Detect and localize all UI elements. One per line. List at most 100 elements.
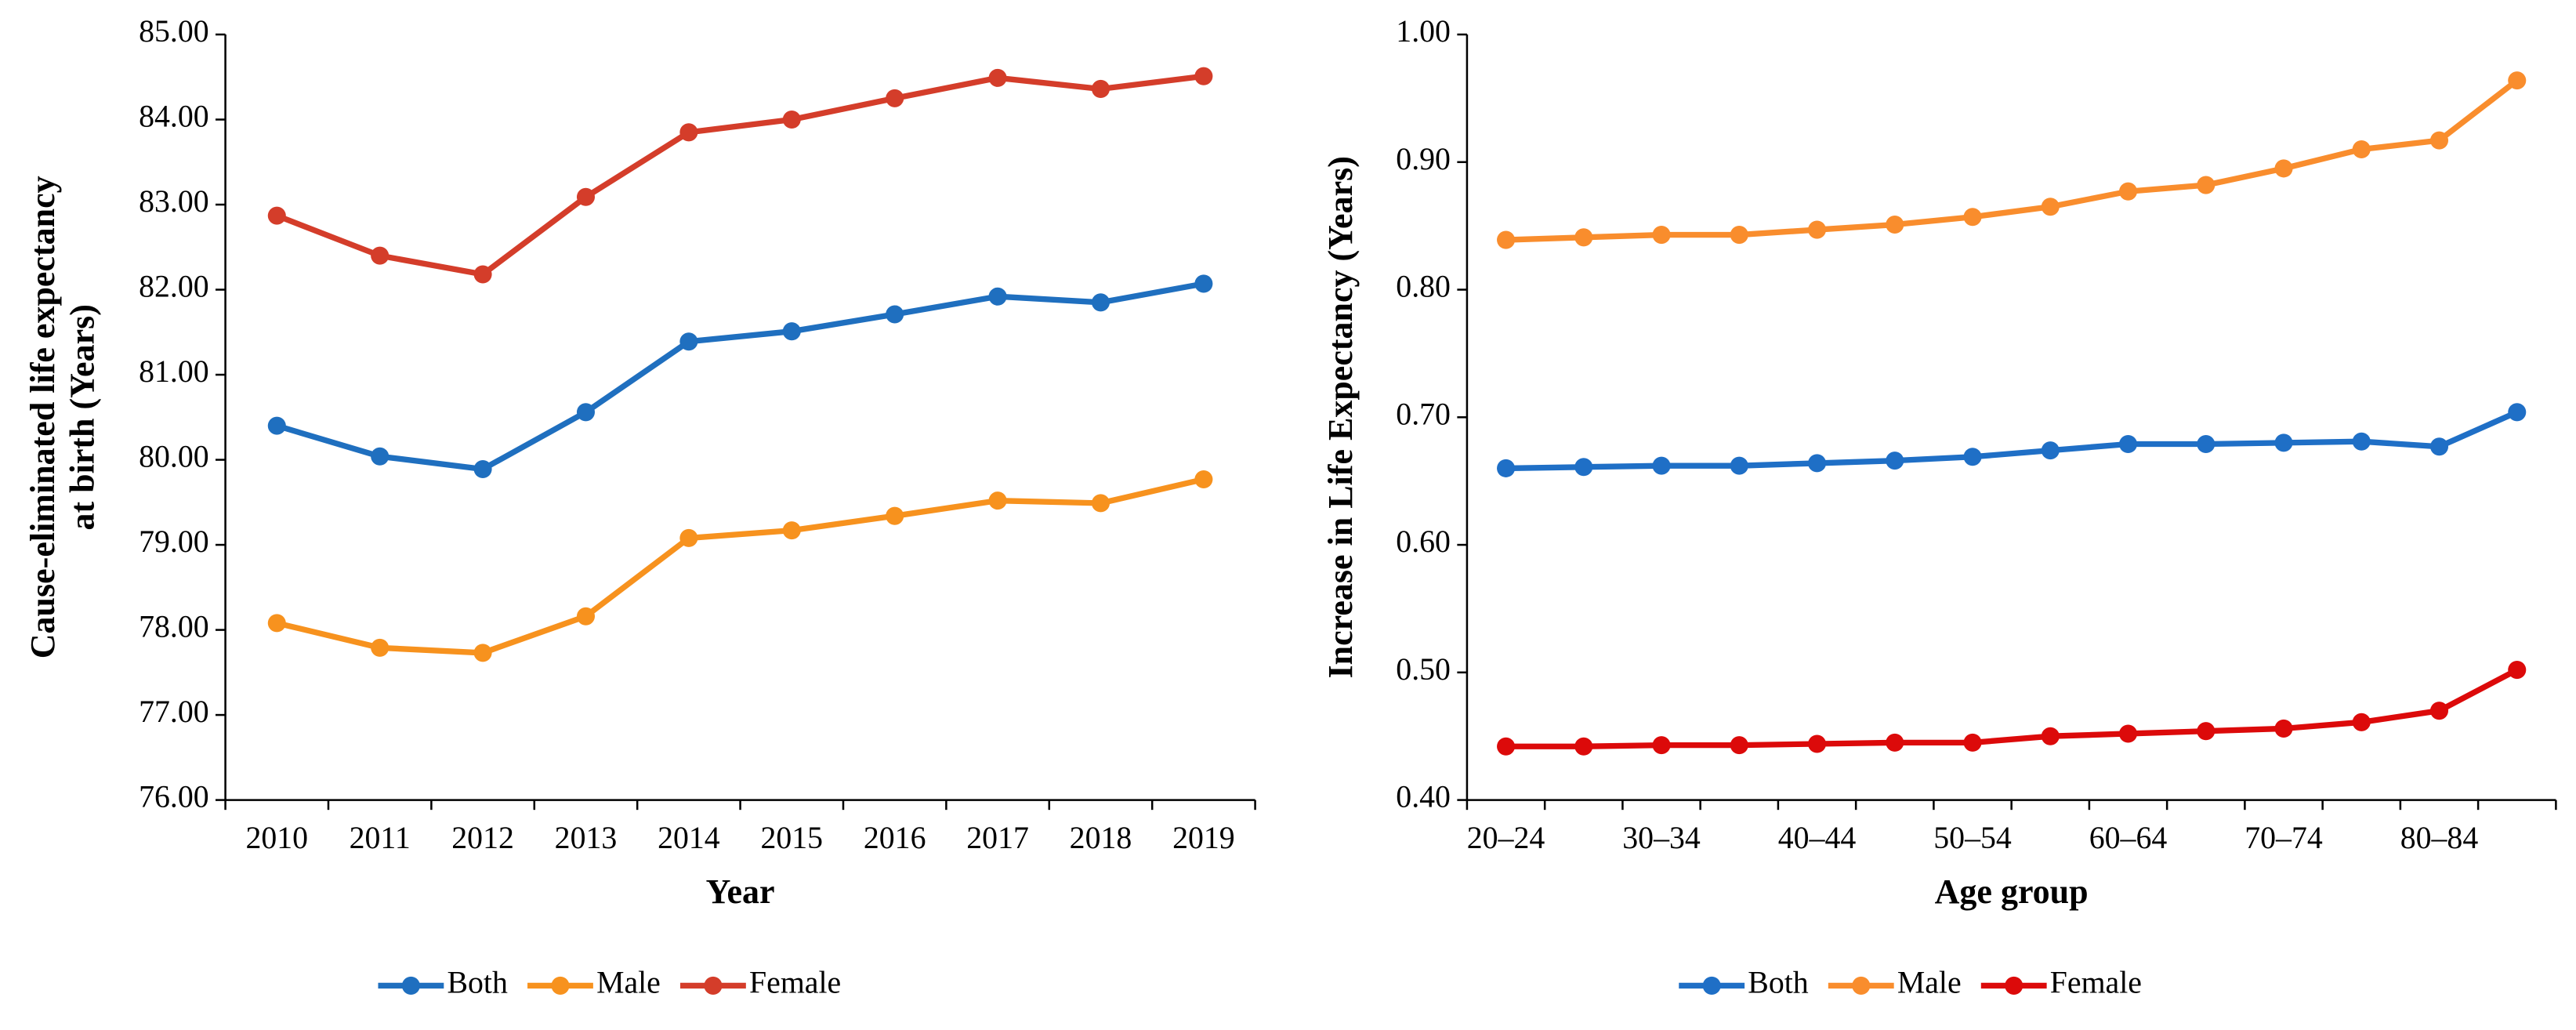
data-point [1091,494,1110,513]
x-tick-label: 70–74 [2244,821,2323,855]
data-point [1574,737,1593,756]
data-point [2118,182,2138,201]
data-point [576,403,596,422]
y-tick-label: 0.80 [1396,270,1451,304]
x-axis-title: Year [706,872,775,911]
legend-marker [551,976,570,995]
data-point [371,447,389,466]
data-point [2429,131,2449,150]
legend-label: Male [596,966,661,1000]
data-point [2041,441,2060,460]
data-point [1963,733,1982,752]
data-point [267,614,286,633]
data-point [2274,433,2293,452]
data-point [2041,727,2060,745]
data-point [988,287,1007,306]
data-point [1652,226,1671,245]
x-tick-label: 80–84 [2400,821,2479,855]
data-point [1886,216,1904,234]
data-point [1194,470,1213,489]
y-tick-label: 0.40 [1396,780,1451,814]
data-point [679,332,698,351]
data-point [2352,432,2371,451]
data-point [371,246,389,265]
legend-marker [1702,976,1721,995]
x-tick-label: 2017 [966,821,1029,855]
data-point [2508,403,2527,422]
y-tick-label: 79.00 [139,524,209,559]
data-point [2274,159,2293,178]
data-point [679,528,698,547]
data-point [1963,208,1982,227]
legend-label: Female [749,966,841,1000]
data-point [1886,733,1904,752]
data-point [2352,140,2371,159]
data-point [1963,448,1982,466]
data-point [782,521,801,540]
x-tick-label: 2016 [864,821,926,855]
data-point [371,638,389,657]
data-point [782,322,801,341]
data-point [1574,228,1593,247]
y-tick-label: 0.70 [1396,397,1451,431]
y-tick-label: 0.60 [1396,524,1451,559]
x-tick-label: 2010 [245,821,308,855]
data-point [1091,293,1110,312]
data-point [2197,434,2216,454]
data-point [1497,230,1516,249]
data-point [1194,274,1213,293]
data-point [1497,459,1516,477]
y-tick-label: 80.00 [139,440,209,474]
series-line [1505,78,2519,243]
data-point [2352,713,2371,731]
data-point [988,491,1007,510]
data-point [1730,456,1748,475]
x-tick-label: 40–44 [1778,821,1857,855]
x-tick-label: 60–64 [2089,821,2168,855]
y-tick-label: 76.00 [139,780,209,814]
y-tick-label: 83.00 [139,184,209,219]
data-point [576,607,596,626]
data-point [473,644,492,662]
legend-marker [401,976,420,995]
data-point [2508,661,2527,680]
data-point [1730,226,1748,245]
x-tick-label: 2014 [658,821,720,855]
y-tick-label: 82.00 [139,270,209,304]
x-tick-label: 30–34 [1622,821,1701,855]
y-tick-label: 84.00 [139,100,209,134]
data-point [2197,722,2216,741]
x-tick-label: 50–54 [1933,821,2012,855]
y-tick-label: 0.90 [1396,142,1451,176]
data-point [2274,719,2293,738]
y-axis-title: Increase in Life Expectancy (Years) [1321,156,1360,678]
x-tick-label: 2015 [760,821,823,855]
data-point [2041,198,2060,216]
data-point [2508,71,2527,90]
data-point [576,187,596,206]
data-point [2118,434,2138,454]
legend-marker [2005,976,2023,995]
data-point [473,459,492,479]
data-point [1091,79,1110,98]
series-line [1505,409,2519,472]
x-tick-label: 2012 [451,821,514,855]
legend-marker [1852,976,1871,995]
data-point [679,123,698,142]
x-axis-title: Age group [1935,872,2089,911]
data-point [1652,456,1671,475]
y-tick-label: 0.50 [1396,652,1451,687]
data-point [1808,220,1827,239]
series-line [275,73,1205,277]
legend-marker [704,976,723,995]
data-point [886,305,904,324]
data-point [267,416,286,435]
y-tick-label: 1.00 [1396,14,1451,49]
data-point [2197,176,2216,194]
y-tick-label: 78.00 [139,610,209,644]
data-point [988,68,1007,87]
series-line [276,476,1205,656]
y-axis-title: Cause-eliminated life expectancy [24,176,62,658]
